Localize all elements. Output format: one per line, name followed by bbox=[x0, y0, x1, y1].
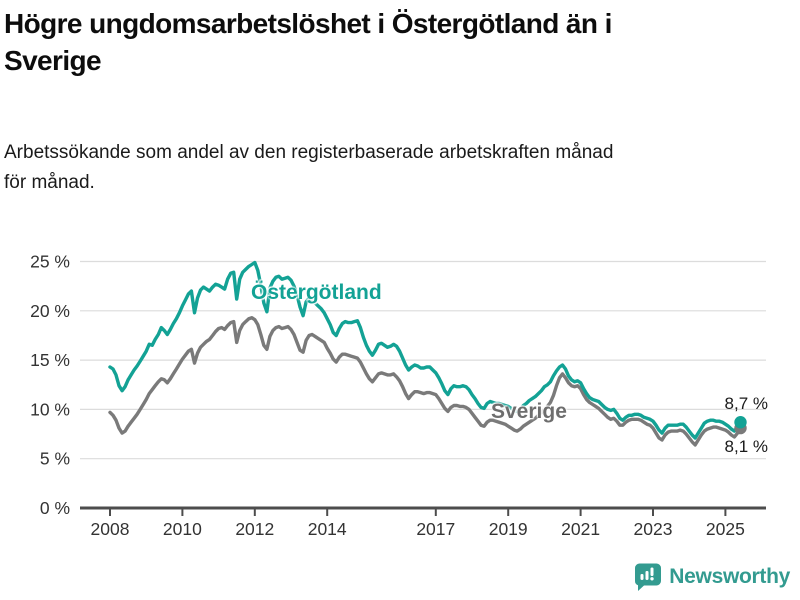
end-dot-stergtland bbox=[734, 416, 747, 429]
series-label-sverige: Sverige bbox=[491, 400, 567, 423]
series-line-stergtland bbox=[108, 260, 743, 440]
end-value-label-sverige: 8,1 % bbox=[724, 437, 768, 456]
y-tick-label: 5 % bbox=[40, 449, 70, 469]
x-tick-label: 2014 bbox=[308, 519, 347, 539]
y-tick-label: 10 % bbox=[30, 399, 70, 419]
title-line-2: Sverige bbox=[4, 45, 102, 76]
x-tick-label: 2017 bbox=[416, 519, 455, 539]
x-tick-label: 2021 bbox=[561, 519, 600, 539]
speech-bubble-bar-chart-icon bbox=[635, 563, 662, 591]
chart-subtitle: Arbetssökande som andel av den registerb… bbox=[4, 138, 794, 198]
newsworthy-logo: Newsworthy bbox=[634, 561, 790, 593]
y-tick-label: 25 % bbox=[30, 252, 70, 272]
x-tick-label: 2010 bbox=[163, 519, 202, 539]
x-tick-label: 2012 bbox=[235, 519, 274, 539]
x-tick-label: 2023 bbox=[634, 519, 673, 539]
subtitle-line-1: Arbetssökande som andel av den registerb… bbox=[4, 142, 614, 163]
series-label-ostergotland: Östergötland bbox=[251, 281, 382, 304]
x-tick-label: 2008 bbox=[91, 519, 130, 539]
x-tick-label: 2019 bbox=[489, 519, 528, 539]
y-tick-label: 20 % bbox=[30, 301, 70, 321]
title-line-1: Högre ungdomsarbetslöshet i Östergötland… bbox=[4, 8, 612, 39]
subtitle-line-2: för månad. bbox=[4, 172, 95, 193]
end-value-label-ostergotland: 8,7 % bbox=[724, 394, 768, 413]
brand-name: Newsworthy bbox=[669, 565, 790, 588]
x-tick-label: 2025 bbox=[706, 519, 745, 539]
y-tick-label: 0 % bbox=[40, 498, 70, 518]
page-title: Högre ungdomsarbetslöshet i Östergötland… bbox=[4, 5, 798, 79]
series-line-sverige bbox=[108, 316, 743, 447]
y-tick-label: 15 % bbox=[30, 350, 70, 370]
